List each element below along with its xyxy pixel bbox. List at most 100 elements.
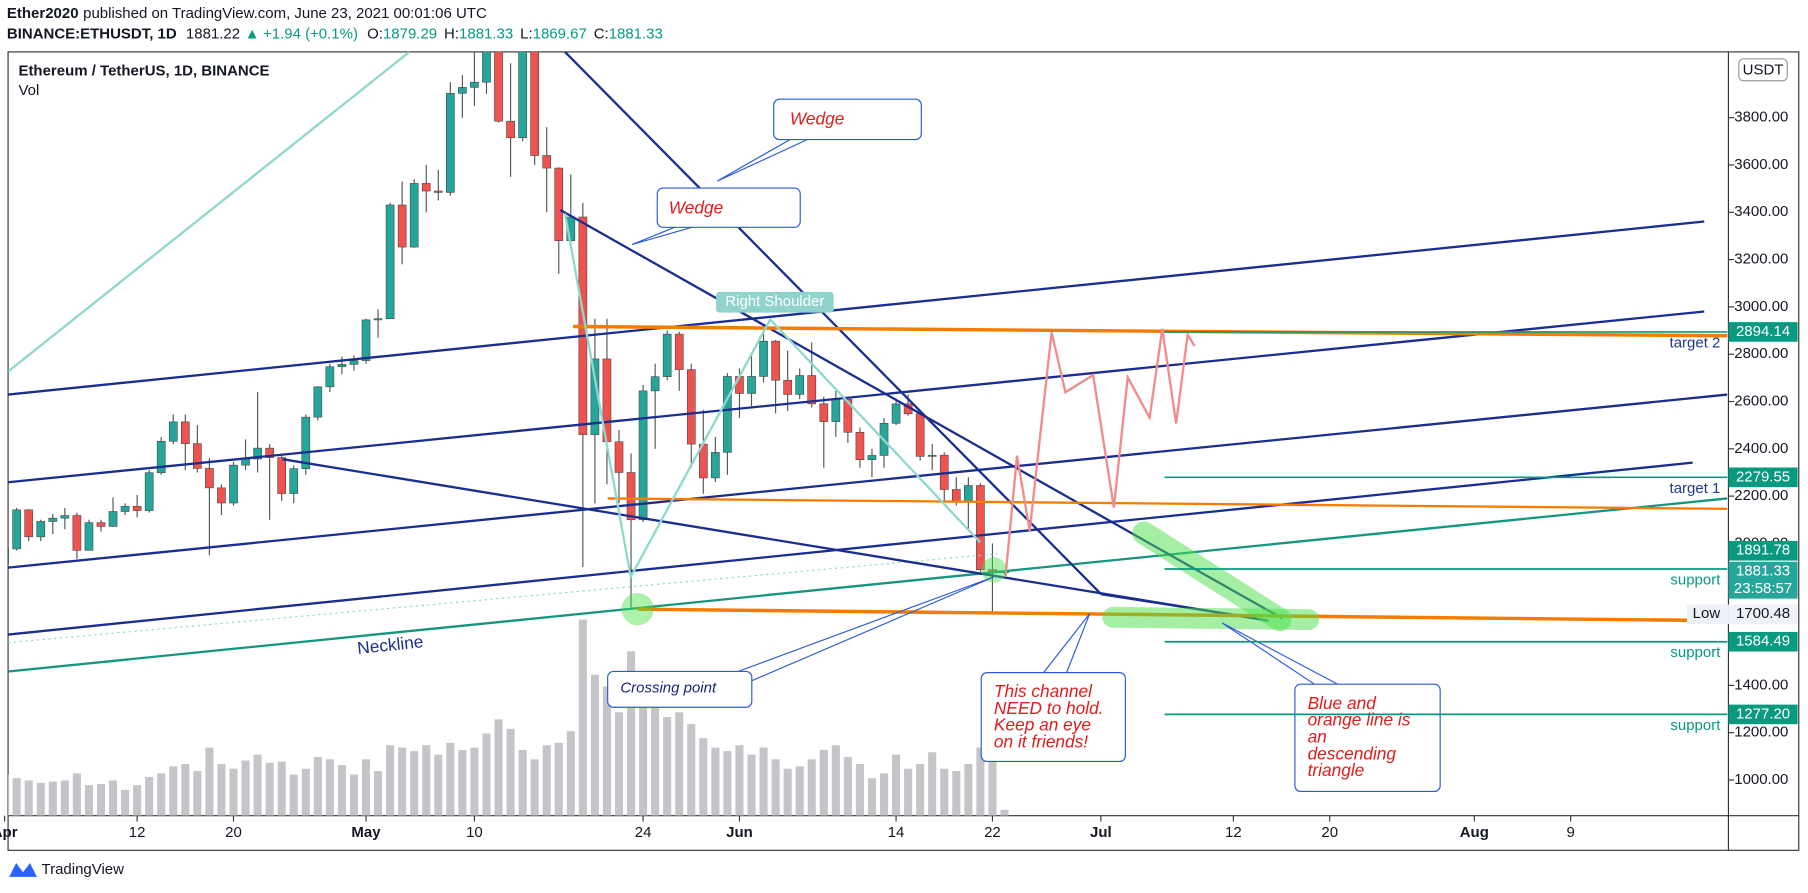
price-tag-label: 1584.49 <box>1736 633 1790 650</box>
candle-body <box>361 319 371 361</box>
volume-bar <box>337 765 346 816</box>
volume-bar <box>795 766 804 816</box>
note-line: an <box>1308 726 1327 746</box>
pointer <box>1043 613 1091 673</box>
volume-bar <box>24 780 33 816</box>
channel-line <box>8 461 1693 636</box>
volume-bar <box>590 674 599 816</box>
candle-body <box>711 452 720 479</box>
x-tick-label: Jul <box>1090 824 1112 841</box>
level-name: support <box>1670 572 1721 589</box>
chart-frame <box>7 51 1800 851</box>
candle-body <box>554 167 564 241</box>
price-tag-label: 2279.55 <box>1736 468 1790 485</box>
candle-body <box>867 455 877 460</box>
volume-bar <box>892 754 901 816</box>
x-tick-label: 20 <box>1321 824 1338 841</box>
volume-bar <box>8 774 9 816</box>
volume-bar <box>639 688 648 816</box>
ohlc-value: 1881.33 <box>459 26 513 43</box>
candle-body <box>120 506 130 512</box>
y-tick-label: 1000.00 <box>1734 771 1788 788</box>
trend-line <box>8 51 411 373</box>
candle-body <box>385 204 395 320</box>
volume-bar <box>651 704 660 816</box>
ohlc-label: L: <box>520 26 532 43</box>
volume-bar <box>72 773 81 816</box>
volume-bar <box>434 754 443 816</box>
y-tick-label: 3200.00 <box>1734 251 1788 268</box>
candle-body <box>783 379 792 395</box>
candle-body <box>662 333 672 377</box>
candle-body <box>626 472 636 521</box>
levels: target 2 2894.14 target 1 2279.55 support 189… <box>1164 322 1798 734</box>
volume-bar <box>602 686 611 816</box>
volume-bar <box>867 778 877 816</box>
candle-body <box>373 318 383 321</box>
shoulder-pattern <box>563 213 981 581</box>
x-tick-label: 10 <box>466 824 483 841</box>
candle-body <box>217 487 226 504</box>
ohlc-value: 1869.67 <box>533 26 587 43</box>
candle-body <box>518 51 527 139</box>
level-name: target 1 <box>1670 480 1721 497</box>
volume-bar <box>904 768 913 816</box>
volume-bar <box>422 745 431 816</box>
y-tick-label: 3400.00 <box>1734 203 1788 220</box>
candle-body <box>530 51 539 156</box>
note-line: This channel <box>994 681 1093 701</box>
candle-body <box>951 489 961 502</box>
volume-bar <box>675 712 684 816</box>
volume-bar <box>241 760 250 816</box>
price-tag <box>1728 540 1798 561</box>
neckline <box>8 497 1728 673</box>
countdown: 23:58:57 <box>1734 580 1792 597</box>
chart-title: Ethereum / TetherUS, 1D, BINANCE <box>18 62 269 79</box>
price-tag <box>1728 561 1798 599</box>
volume-bar <box>446 742 455 816</box>
y-tick-label: 1400.00 <box>1734 676 1788 693</box>
candle-body <box>686 369 696 445</box>
candle-body <box>156 440 166 474</box>
volume-bar <box>253 754 262 816</box>
highlight <box>621 593 654 626</box>
volume-bar <box>1000 809 1009 816</box>
volume-bar <box>121 789 130 816</box>
volume-bar <box>458 749 467 816</box>
note-line: on it friends! <box>994 731 1088 751</box>
callout-box <box>1294 683 1441 793</box>
currency-box <box>1738 58 1788 82</box>
candle-body <box>72 515 82 551</box>
candle-body <box>482 51 491 83</box>
change: +1.94 (+0.1%) <box>263 26 358 43</box>
x-tick-label: 24 <box>635 824 652 841</box>
volume-bar <box>277 761 286 816</box>
callout-text: Wedge <box>790 109 844 129</box>
candle-body <box>313 386 323 418</box>
candle-body <box>48 517 58 522</box>
label-box <box>716 291 834 313</box>
ohlc-value: 1881.33 <box>609 26 663 43</box>
callout-box <box>656 187 801 228</box>
y-tick-label: 2200.00 <box>1734 487 1788 504</box>
price-tag <box>1728 631 1798 652</box>
callout-box <box>980 672 1126 763</box>
candle-body <box>747 376 756 394</box>
volume-bar <box>133 785 142 816</box>
callout-box <box>607 670 753 708</box>
pointer <box>716 139 808 182</box>
candle-body <box>8 548 9 563</box>
volume-bar <box>157 773 166 816</box>
volume-bar <box>879 773 889 816</box>
candle-body <box>831 398 841 422</box>
volume-bar <box>952 771 961 816</box>
volume-bar <box>181 764 190 816</box>
volume-bar <box>205 747 214 816</box>
note-line: triangle <box>1308 760 1365 780</box>
volume-bar <box>96 783 106 816</box>
candle-body <box>759 340 768 377</box>
volume-bar <box>386 745 395 816</box>
volume-bar <box>627 651 636 816</box>
note-line: Keep an eye <box>994 714 1091 734</box>
